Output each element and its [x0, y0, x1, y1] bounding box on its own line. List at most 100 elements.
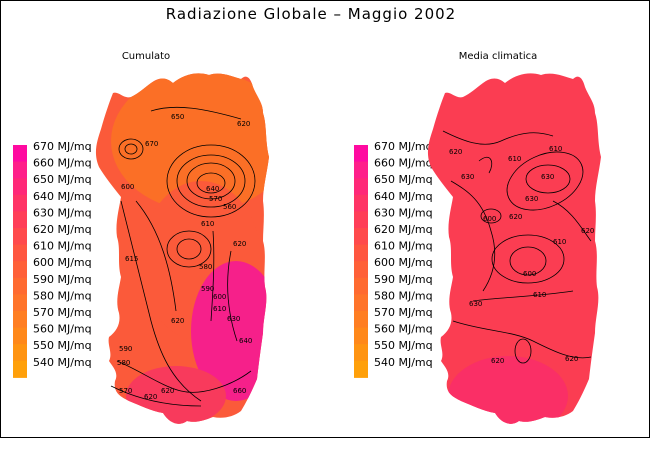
legend-label: 540 MJ/mq	[374, 356, 433, 369]
contour	[135, 200, 177, 312]
contour-label: 640	[206, 185, 219, 193]
contour-label: 620	[161, 387, 174, 395]
legend-label: 570 MJ/mq	[374, 306, 433, 319]
cumulato-contours	[110, 106, 256, 407]
contour-label: 640	[239, 337, 252, 345]
legend-label: 630 MJ/mq	[374, 206, 433, 219]
legend-label: 560 MJ/mq	[374, 323, 433, 336]
legend-swatch	[354, 261, 368, 279]
legend-swatch	[13, 344, 27, 362]
contour	[150, 106, 242, 120]
contour-label: 590	[201, 285, 214, 293]
cumulato-north-zone	[111, 73, 269, 211]
contour	[210, 230, 215, 322]
map-cumulato: 670 650 620 640 570 560 600 610 580 620 …	[95, 73, 269, 424]
legend-right: 670 MJ/mq 660 MJ/mq 650 MJ/mq 640 MJ/mq 630 …	[354, 140, 433, 378]
legend-swatch	[13, 311, 27, 329]
contour-label: 600	[213, 293, 226, 301]
contour-label: 660	[233, 387, 246, 395]
figure-frame: Radiazione Globale – Maggio 2002 Cumulat…	[0, 0, 650, 438]
contour-label: 620	[144, 393, 157, 401]
legend-left: 670 MJ/mq 660 MJ/mq 650 MJ/mq 640 MJ/mq 630 …	[13, 140, 92, 378]
contour	[196, 172, 226, 194]
contour	[116, 360, 252, 393]
legend-swatch	[13, 261, 27, 279]
legend-swatch	[13, 194, 27, 212]
contour	[506, 151, 584, 211]
legend-label: 630 MJ/mq	[33, 206, 92, 219]
contour-label: 600	[523, 270, 536, 278]
contour-label: 620	[233, 240, 246, 248]
contour-label: 570	[209, 195, 222, 203]
figure-title: Radiazione Globale – Maggio 2002	[166, 5, 456, 23]
contour	[124, 143, 138, 155]
contour-label: 610	[533, 291, 546, 299]
contour-label: 570	[119, 387, 132, 395]
legend-swatch	[354, 145, 368, 163]
contour-label: 620	[449, 148, 462, 156]
contour	[509, 246, 547, 276]
legend-swatch	[354, 211, 368, 229]
contour-label: 630	[541, 173, 554, 181]
legend-swatch	[354, 360, 368, 378]
legend-swatch	[354, 194, 368, 212]
contour-label: 630	[461, 173, 474, 181]
legend-swatch	[13, 211, 27, 229]
legend-swatch	[13, 294, 27, 312]
legend-label: 620 MJ/mq	[374, 223, 433, 236]
contour	[472, 290, 574, 302]
contour	[452, 320, 592, 359]
contour	[478, 156, 493, 174]
contour	[176, 238, 202, 260]
legend-label: 600 MJ/mq	[374, 256, 433, 269]
contour-label: 600	[483, 215, 496, 223]
cumulato-se-zone	[191, 261, 269, 401]
contour-label: 630	[525, 195, 538, 203]
legend-swatch	[13, 228, 27, 246]
legend-label: 640 MJ/mq	[374, 190, 433, 203]
legend-swatch	[13, 244, 27, 262]
contour	[176, 154, 246, 208]
legend-label: 570 MJ/mq	[33, 306, 92, 319]
contour-label: 630	[469, 300, 482, 308]
legend-label: 650 MJ/mq	[374, 173, 433, 186]
contour-label: 620	[237, 120, 250, 128]
contour-label: 620	[509, 213, 522, 221]
contour	[110, 385, 202, 407]
contour	[450, 180, 496, 292]
contour	[552, 200, 592, 242]
contour	[166, 144, 256, 218]
contour-label: 610	[553, 238, 566, 246]
legend-swatch	[354, 228, 368, 246]
legend-label: 670 MJ/mq	[374, 140, 433, 153]
legend-swatch	[13, 178, 27, 196]
cumulato-south-zone	[126, 366, 226, 424]
contour	[491, 234, 565, 284]
contour-label: 610	[508, 155, 521, 163]
contour-label: 600	[121, 183, 134, 191]
contour	[227, 250, 238, 342]
map-figure: Radiazione Globale – Maggio 2002 Cumulat…	[13, 5, 601, 424]
legend-swatch	[354, 294, 368, 312]
media-south-zone	[448, 356, 568, 424]
legend-swatch	[13, 327, 27, 345]
contour	[118, 138, 144, 160]
legend-swatch	[13, 360, 27, 378]
legend-label: 640 MJ/mq	[33, 190, 92, 203]
legend-swatch	[354, 344, 368, 362]
contour-label: 580	[117, 359, 130, 367]
contour-label: 620	[491, 357, 504, 365]
contour	[442, 130, 554, 145]
legend-label: 610 MJ/mq	[374, 240, 433, 253]
contour-label: 630	[227, 315, 240, 323]
contour-label: 620	[565, 355, 578, 363]
contour-label: 610	[549, 145, 562, 153]
legend-swatch	[13, 277, 27, 295]
legend-label: 670 MJ/mq	[33, 140, 92, 153]
contour	[120, 200, 202, 402]
legend-label: 620 MJ/mq	[33, 223, 92, 236]
legend-swatch	[354, 327, 368, 345]
contour	[525, 164, 571, 194]
legend-label: 660 MJ/mq	[374, 157, 433, 170]
contour-label: 615	[125, 255, 138, 263]
